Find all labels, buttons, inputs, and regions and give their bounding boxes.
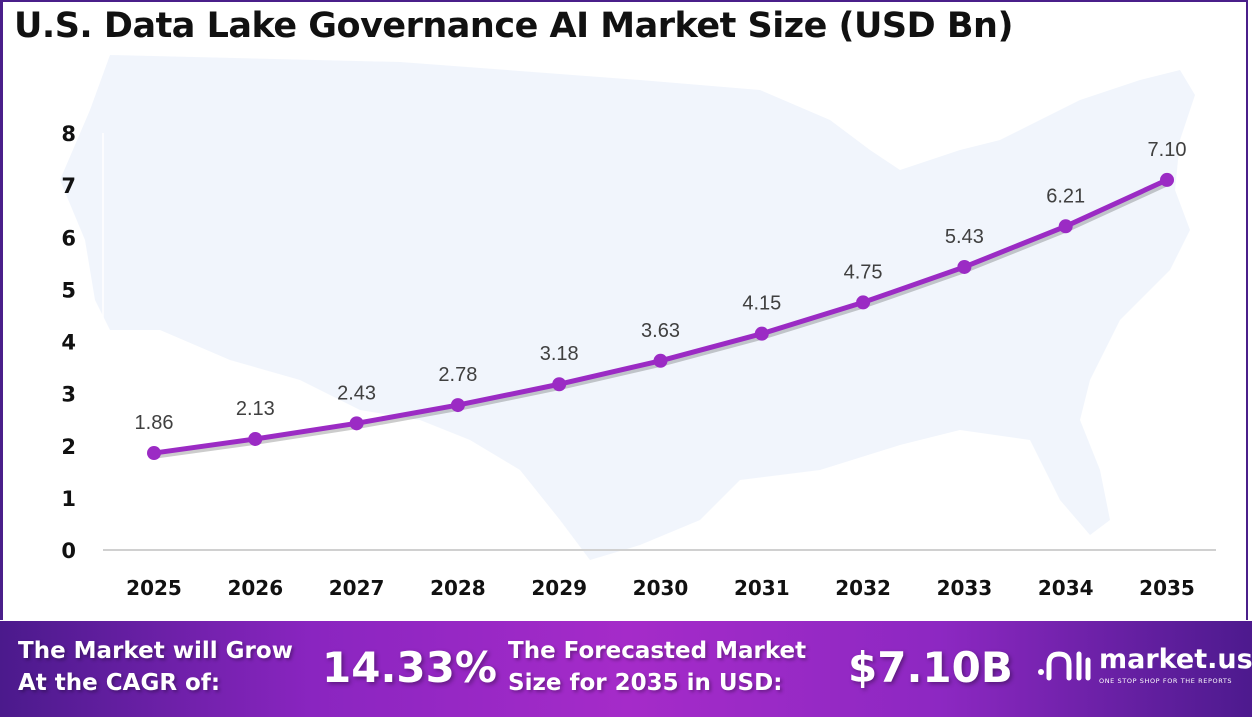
- forecast-label-line1: The Forecasted Market: [508, 638, 807, 664]
- data-label: 2.78: [438, 364, 477, 386]
- data-label: 7.10: [1148, 139, 1187, 161]
- data-point: [147, 446, 161, 461]
- x-tick-label: 2029: [531, 576, 587, 600]
- logo-name: market.us: [1099, 644, 1252, 675]
- y-tick-label: 5: [61, 278, 76, 302]
- data-point: [856, 295, 871, 310]
- y-tick-label: 8: [61, 122, 76, 146]
- cagr-label-line2: At the CAGR of:: [18, 670, 221, 696]
- y-tick-label: 3: [61, 383, 76, 407]
- data-point: [754, 326, 769, 341]
- chart-title: U.S. Data Lake Governance AI Market Size…: [14, 6, 1013, 46]
- x-tick-label: 2028: [430, 576, 486, 600]
- data-point: [450, 398, 465, 413]
- data-label: 4.15: [742, 293, 781, 315]
- y-tick-label: 4: [61, 331, 76, 355]
- logo-icon: [1038, 650, 1091, 680]
- cagr-value: 14.33%: [322, 643, 497, 692]
- y-tick-label: 2: [61, 435, 76, 459]
- data-label: 3.63: [641, 320, 680, 342]
- footer-banner: The Market will Grow At the CAGR of: 14.…: [0, 621, 1252, 717]
- x-tick-label: 2035: [1139, 576, 1195, 600]
- data-point: [349, 416, 364, 431]
- data-point: [552, 377, 567, 392]
- cagr-label: The Market will Grow At the CAGR of:: [18, 635, 293, 699]
- x-tick-label: 2026: [227, 576, 283, 600]
- data-label: 5.43: [945, 226, 984, 248]
- logo-text: market.us ONE STOP SHOP FOR THE REPORTS: [1099, 645, 1252, 686]
- cagr-label-line1: The Market will Grow: [18, 638, 293, 664]
- data-label: 2.43: [337, 382, 376, 404]
- x-tick-label: 2034: [1038, 576, 1094, 600]
- line-chart: 0 1 2 3 4 5 6 7 8 2025 2026 2027 2028 2029 2030 2031 203…: [60, 55, 1216, 600]
- data-point: [653, 353, 668, 368]
- y-tick-label: 1: [61, 487, 76, 511]
- chart-frame: [0, 0, 1248, 620]
- us-map-silhouette: [60, 55, 1195, 560]
- forecast-label: The Forecasted Market Size for 2035 in U…: [508, 635, 806, 699]
- y-tick-label: 7: [61, 174, 76, 198]
- x-tick-label: 2032: [835, 576, 891, 600]
- x-tick-label: 2031: [734, 576, 790, 600]
- data-point: [248, 431, 263, 446]
- data-label: 2.13: [236, 398, 275, 420]
- x-tick-label: 2025: [126, 576, 182, 600]
- data-label: 1.86: [135, 412, 174, 434]
- forecast-value: $7.10B: [848, 643, 1013, 692]
- forecast-label-line2: Size for 2035 in USD:: [508, 670, 783, 696]
- logo-tagline: ONE STOP SHOP FOR THE REPORTS: [1099, 677, 1233, 685]
- data-label: 3.18: [540, 343, 579, 365]
- x-tick-label: 2027: [329, 576, 385, 600]
- data-point: [1160, 172, 1174, 187]
- data-point: [957, 259, 972, 274]
- y-tick-label: 0: [61, 539, 76, 563]
- data-label: 4.75: [844, 261, 883, 283]
- market-us-logo: market.us ONE STOP SHOP FOR THE REPORTS: [1035, 645, 1252, 686]
- y-tick-label: 6: [61, 226, 76, 250]
- x-tick-label: 2033: [937, 576, 993, 600]
- x-tick-label: 2030: [633, 576, 689, 600]
- data-point: [1058, 219, 1073, 234]
- data-label: 6.21: [1046, 185, 1085, 207]
